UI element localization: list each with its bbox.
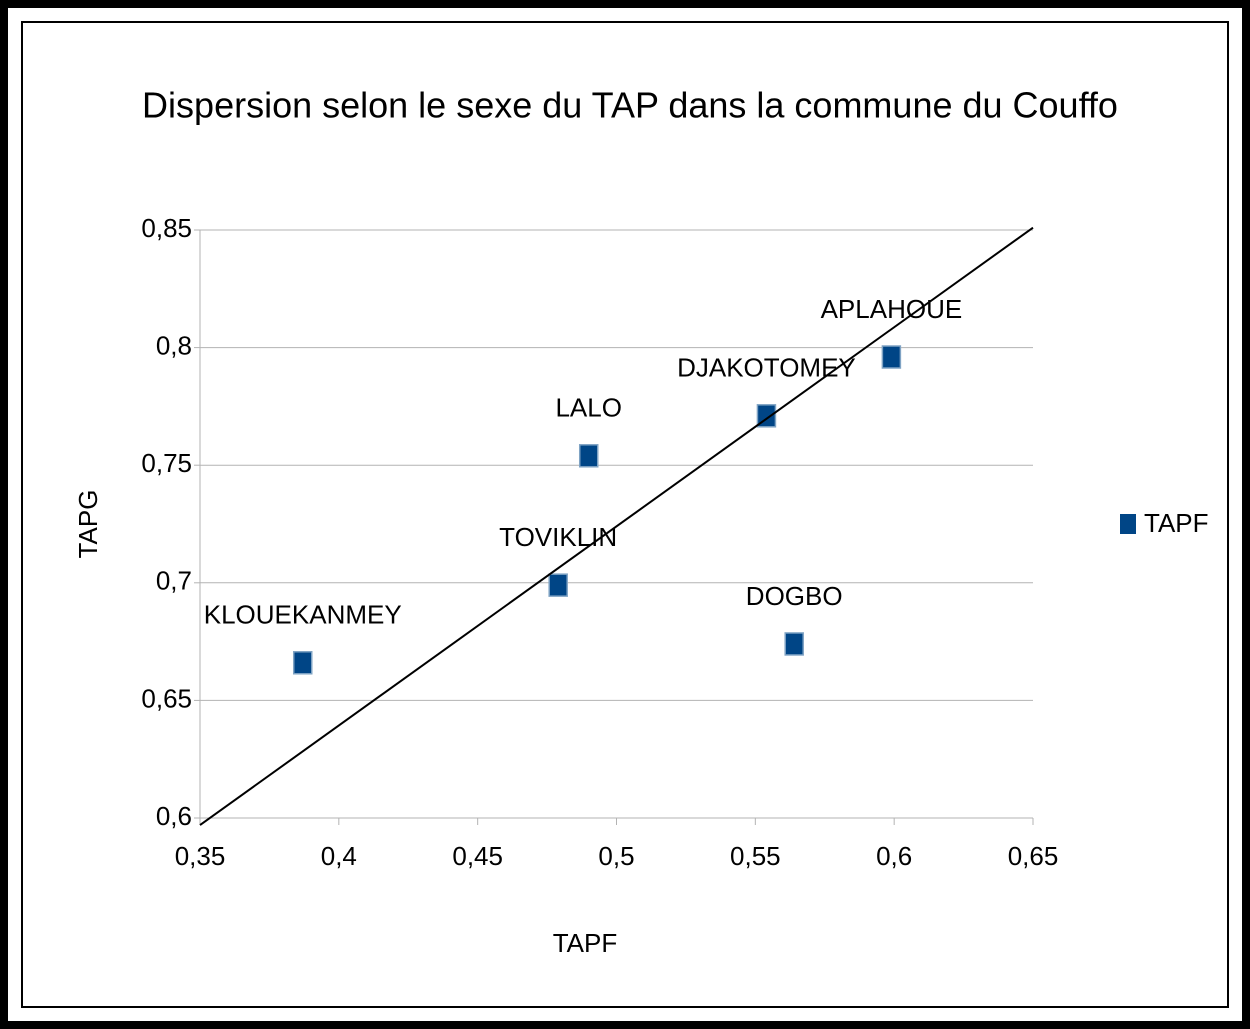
trendline <box>199 226 1034 826</box>
point-label: DOGBO <box>746 581 843 611</box>
y-tick-label: 0,75 <box>141 448 192 478</box>
y-tick-label: 0,85 <box>141 213 192 243</box>
point-label: APLAHOUE <box>821 294 963 324</box>
point <box>881 345 902 369</box>
x-tick-label: 0,65 <box>1008 841 1059 871</box>
point <box>578 444 599 468</box>
point-label: KLOUEKANMEY <box>204 600 402 630</box>
point-label: DJAKOTOMEY <box>677 353 856 383</box>
y-tick-label: 0,8 <box>156 330 192 360</box>
inner-frame <box>21 21 1229 1008</box>
y-tick-label: 0,65 <box>141 683 192 713</box>
y-tick-label: 0,6 <box>156 801 192 831</box>
x-tick-label: 0,4 <box>321 841 357 871</box>
x-axis-label: TAPF <box>553 928 618 958</box>
y-tick-label: 0,7 <box>156 566 192 596</box>
legend-label: TAPF <box>1144 508 1209 538</box>
x-tick-label: 0,6 <box>876 841 912 871</box>
legend-swatch <box>1120 514 1136 534</box>
point <box>784 632 804 656</box>
x-tick-label: 0,35 <box>175 841 226 871</box>
x-tick-label: 0,55 <box>730 841 781 871</box>
point-label: TOVIKLIN <box>499 522 617 552</box>
point <box>292 651 313 675</box>
x-tick-label: 0,45 <box>452 841 503 871</box>
point-label: LALO <box>555 393 622 423</box>
point <box>548 573 568 597</box>
x-tick-label: 0,5 <box>598 841 634 871</box>
y-axis-label: TAPG <box>73 490 103 559</box>
chart-title: Dispersion selon le sexe du TAP dans la … <box>142 85 1118 126</box>
